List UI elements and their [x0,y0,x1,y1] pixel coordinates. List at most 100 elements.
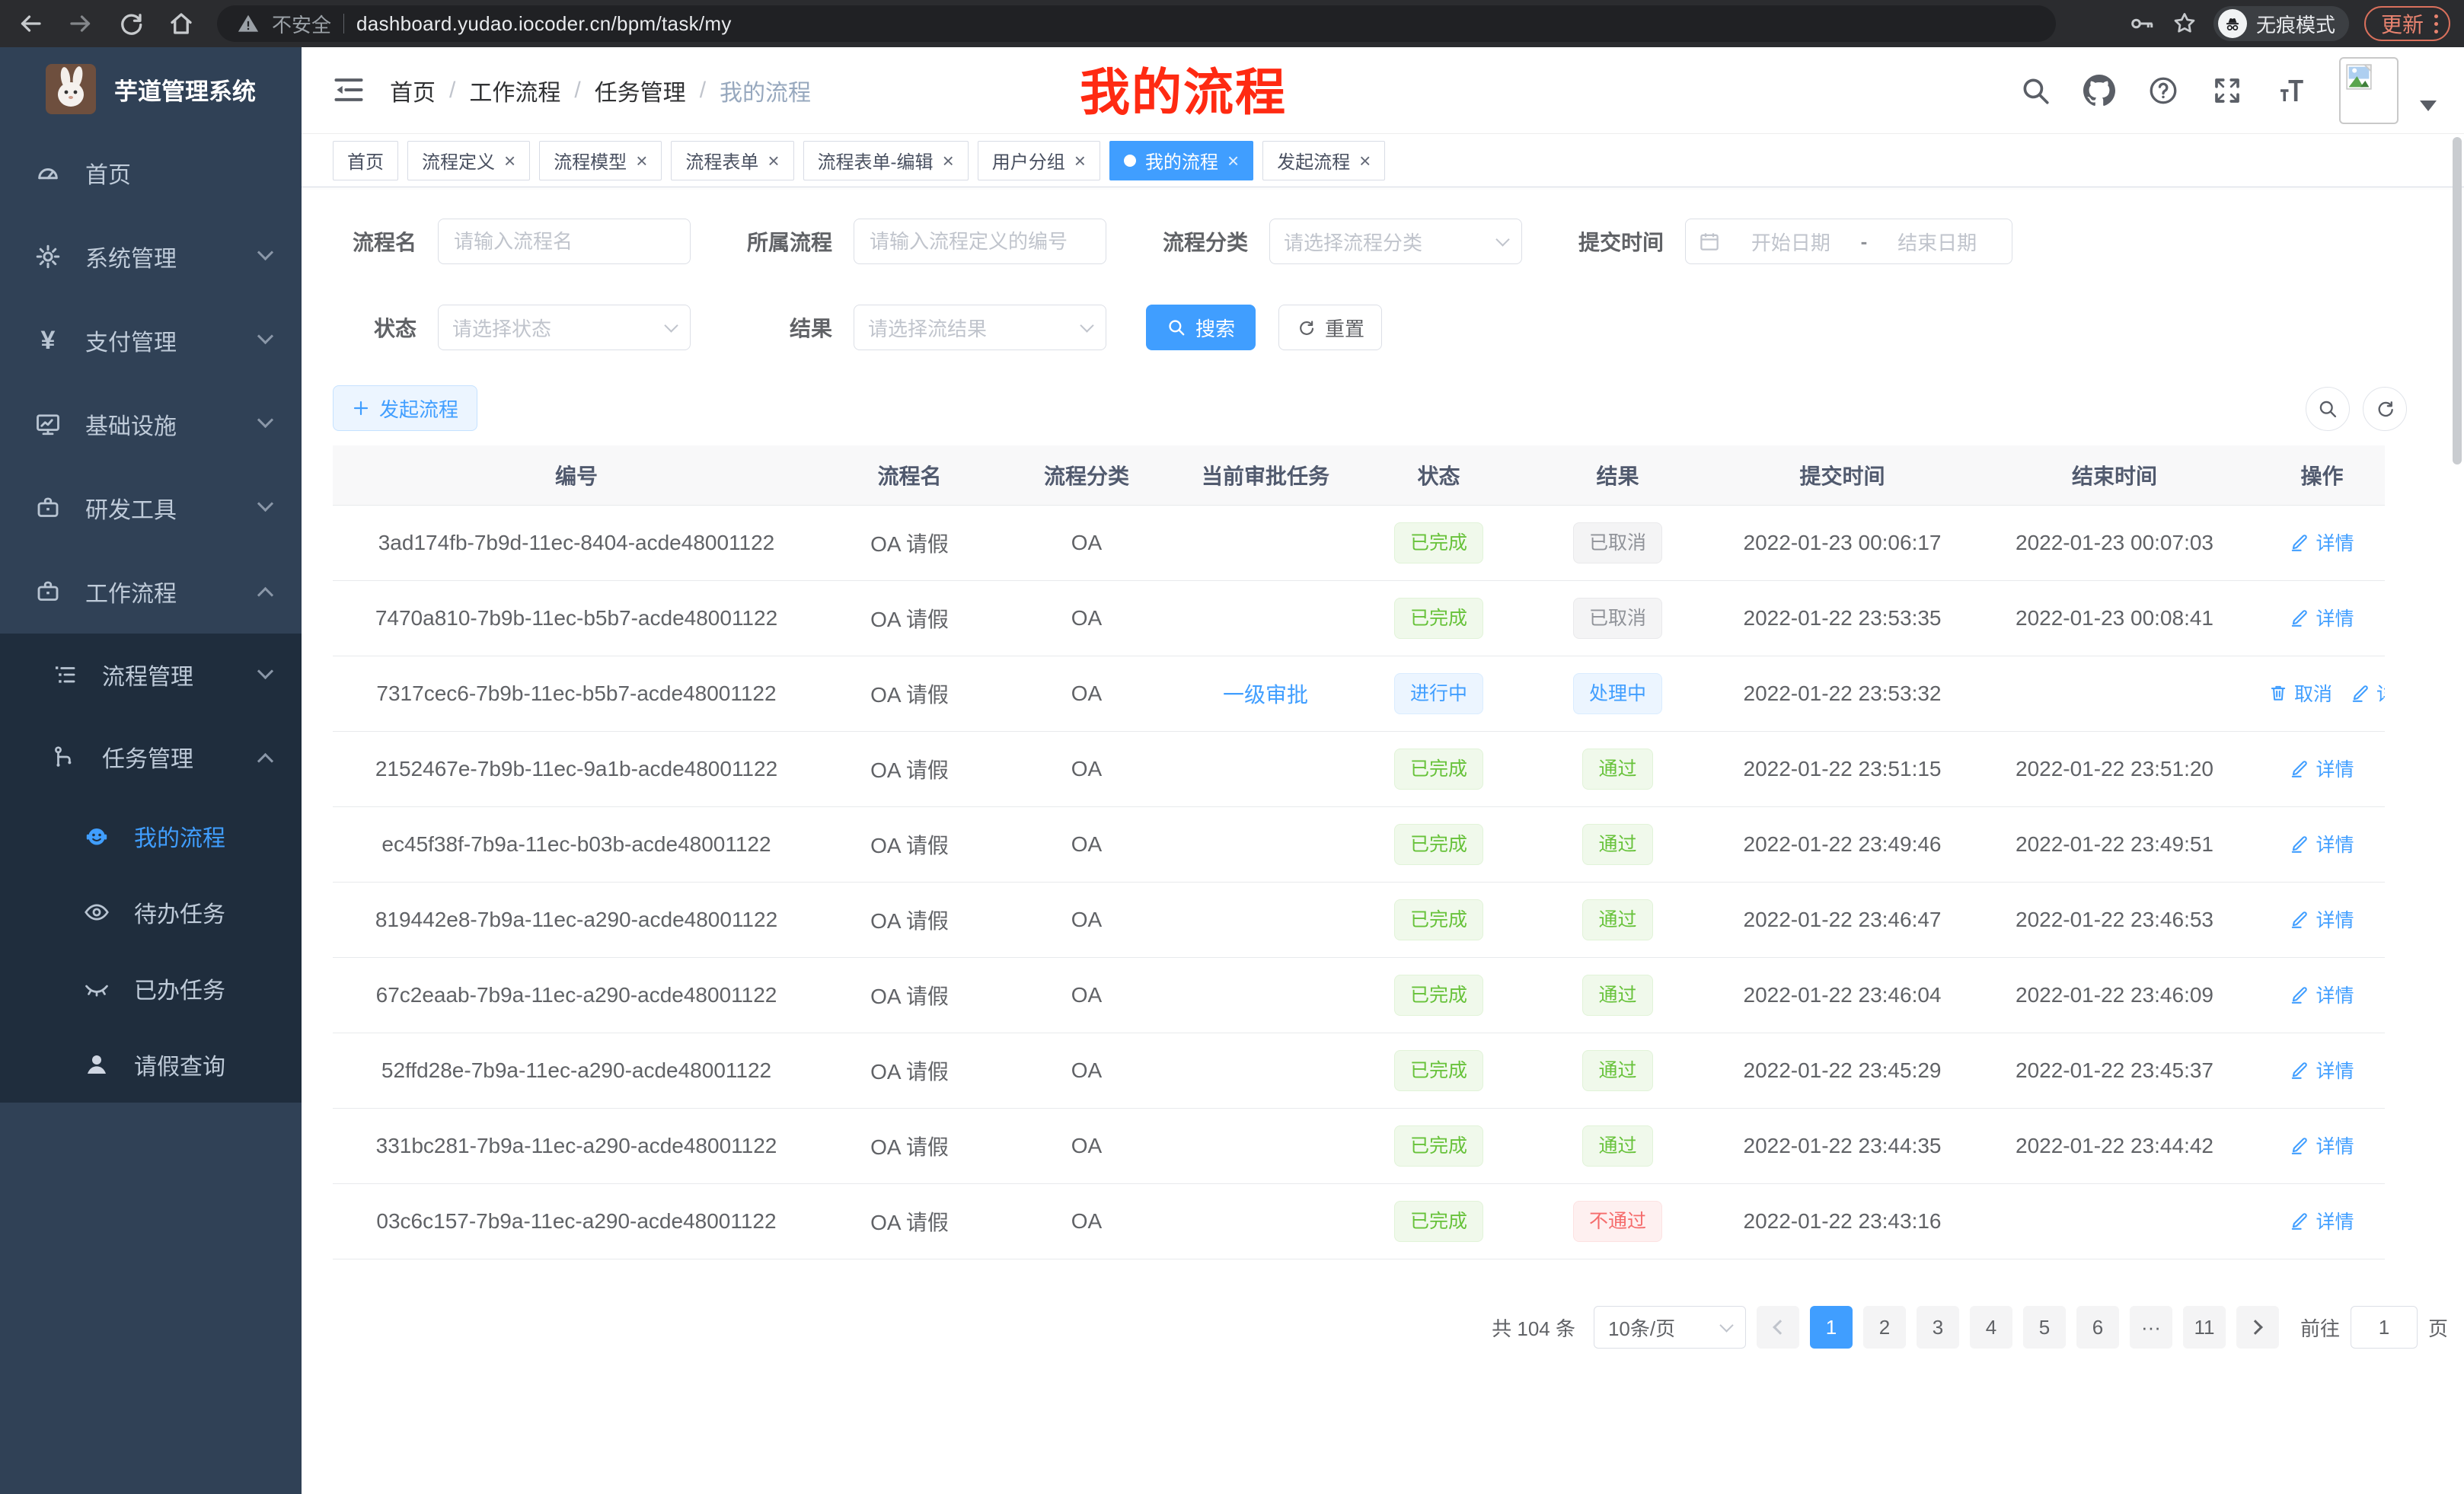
reset-button[interactable]: 重置 [1278,305,1383,350]
tab-item[interactable]: 流程模型 × [539,140,662,180]
cancel-action-button[interactable]: 取消 [2268,679,2332,707]
url-bar[interactable]: 不安全 dashboard.yudao.iocoder.cn/bpm/task/… [217,5,2056,42]
more-pages-button[interactable]: ··· [2129,1306,2172,1349]
table-row: 819442e8-7b9a-11ec-a290-acde48001122 OA 请… [333,882,2385,958]
next-page-button[interactable] [2236,1306,2279,1349]
breadcrumb-item[interactable]: 首页 [390,81,436,106]
avatar[interactable] [2339,57,2399,124]
table-toolbar: 发起流程 [333,385,2435,433]
sidebar-item-leave-query[interactable]: 请假查询 [0,1026,302,1103]
detail-action-button[interactable]: 详情 [2290,604,2354,631]
tab-close-icon[interactable]: × [1074,148,1086,172]
sidebar-item-system[interactable]: 系统管理 [0,215,302,298]
detail-action-button[interactable]: 详情 [2290,981,2354,1008]
tab-close-icon[interactable]: × [1227,148,1240,172]
sidebar-item-task-mgmt[interactable]: 任务管理 [0,716,302,798]
github-icon[interactable] [2083,75,2115,107]
sidebar-collapse-icon[interactable] [332,73,365,107]
sidebar-item-process-mgmt[interactable]: 流程管理 [0,634,302,716]
sidebar-item-workflow[interactable]: 工作流程 [0,550,302,634]
sidebar-item-todo-tasks[interactable]: 待办任务 [0,874,302,950]
header-search-icon[interactable] [2019,75,2051,107]
page-button[interactable]: 4 [1969,1306,2012,1349]
sidebar-item-done-tasks[interactable]: 已办任务 [0,950,302,1026]
cell-status: 已完成 [1357,580,1521,656]
tab-close-icon[interactable]: × [768,148,780,172]
breadcrumb-item[interactable]: 工作流程 [469,81,561,106]
page-button[interactable]: 5 [2022,1306,2066,1349]
breadcrumb-item[interactable]: 任务管理 [594,81,686,106]
forward-icon[interactable] [67,10,94,37]
process-definition-input[interactable] [854,219,1106,264]
cell-result: 通过 [1521,1108,1715,1184]
home-icon[interactable] [168,10,195,37]
tab-item[interactable]: 首页 [333,140,398,180]
search-button[interactable]: 搜索 [1146,305,1256,350]
show-search-toggle-button[interactable] [2306,387,2350,431]
category-select[interactable]: 请选择流程分类 [1269,219,1522,264]
font-size-icon[interactable] [2275,75,2307,107]
detail-action-button[interactable]: 详情 [2290,830,2354,857]
page-button[interactable]: 6 [2076,1306,2119,1349]
password-key-icon[interactable] [2128,10,2156,37]
table-row: 7317cec6-7b9b-11ec-b5b7-acde48001122 OA 请… [333,656,2385,732]
help-icon[interactable] [2147,75,2179,107]
cell-category: OA [999,505,1174,581]
start-process-button[interactable]: 发起流程 [333,385,478,431]
detail-action-button[interactable]: 详情 [2290,905,2354,933]
current-task-link[interactable]: 一级审批 [1222,682,1308,707]
status-select[interactable]: 请选择状态 [438,305,691,350]
tab-item[interactable]: 流程表单-编辑 × [803,140,969,180]
tab-item[interactable]: 用户分组 × [977,140,1100,180]
page-button[interactable]: 1 [1809,1306,1853,1349]
detail-action-button[interactable]: 详情 [2351,679,2385,707]
page-button[interactable]: 11 [2182,1306,2226,1349]
detail-action-button[interactable]: 详情 [2290,1056,2354,1084]
page-size-select[interactable]: 10条/页 [1593,1306,1746,1349]
tab-item[interactable]: 流程表单 × [671,140,794,180]
detail-action-button[interactable]: 详情 [2290,528,2354,556]
tab-item[interactable]: 我的流程 × [1109,140,1254,180]
browser-chrome: 不安全 dashboard.yudao.iocoder.cn/bpm/task/… [0,0,2464,47]
detail-action-button[interactable]: 详情 [2290,1132,2354,1159]
security-label[interactable]: 不安全 [272,13,332,37]
sidebar-item-infra[interactable]: 基础设施 [0,382,302,466]
sidebar-item-my-process[interactable]: 我的流程 [0,798,302,874]
avatar-caret-icon[interactable] [2420,101,2437,111]
sidebar-item-label: 任务管理 [102,747,193,772]
sidebar-item-devtools[interactable]: 研发工具 [0,466,302,550]
sidebar-item-payment[interactable]: ¥ 支付管理 [0,298,302,382]
tab-close-icon[interactable]: × [636,148,648,172]
result-select[interactable]: 请选择流结果 [854,305,1106,350]
reload-icon[interactable] [117,10,145,37]
prev-page-button[interactable] [1756,1306,1799,1349]
detail-action-button[interactable]: 详情 [2290,1207,2354,1234]
result-badge: 通过 [1582,1049,1653,1091]
tab-close-icon[interactable]: × [504,148,516,172]
tab-item[interactable]: 发起流程 × [1262,140,1386,180]
tab-label: 流程表单 [685,152,759,173]
page-button[interactable]: 3 [1916,1306,1959,1349]
page-scrollbar[interactable] [2453,137,2462,464]
tab-close-icon[interactable]: × [942,148,954,172]
refresh-table-button[interactable] [2363,387,2407,431]
chevron-down-icon [257,495,274,512]
back-icon[interactable] [17,10,44,37]
submit-time-range-picker[interactable]: 开始日期 - 结束日期 [1685,219,2012,264]
bookmark-star-icon[interactable] [2171,10,2198,37]
detail-action-button[interactable]: 详情 [2290,755,2354,782]
page-button[interactable]: 2 [1862,1306,1906,1349]
tab-label: 用户分组 [991,152,1065,173]
url-text[interactable]: dashboard.yudao.iocoder.cn/bpm/task/my [356,11,732,35]
process-name-input[interactable] [438,219,691,264]
update-button[interactable]: 更新 [2363,6,2450,41]
sidebar-item-home[interactable]: 首页 [0,131,302,215]
result-badge: 通过 [1582,899,1653,940]
tab-item[interactable]: 流程定义 × [407,140,531,180]
fullscreen-icon[interactable] [2211,75,2243,107]
cell-process-id: 331bc281-7b9a-11ec-a290-acde48001122 [333,1108,820,1184]
cell-end-time: 2022-01-22 23:46:09 [1970,957,2259,1033]
goto-page-input[interactable] [2350,1306,2418,1349]
browser-menu-icon[interactable] [2434,14,2438,34]
tab-close-icon[interactable]: × [1359,148,1371,172]
